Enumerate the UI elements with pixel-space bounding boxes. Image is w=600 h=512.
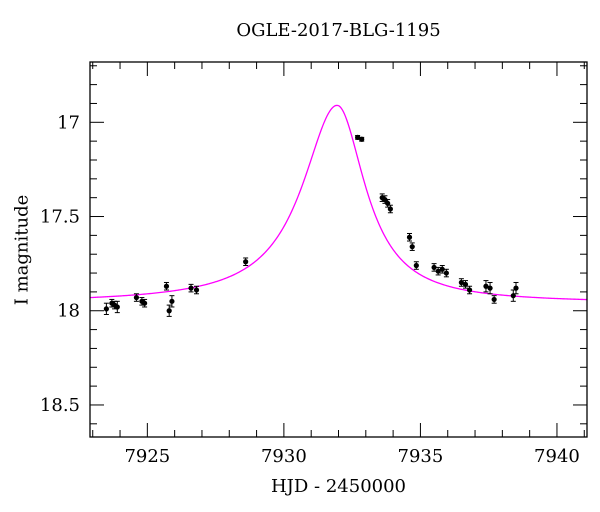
point-marker: [103, 306, 109, 312]
model-curve: [89, 104, 588, 301]
point-marker: [487, 285, 493, 291]
point-marker: [431, 264, 437, 271]
point-marker: [163, 283, 170, 289]
data-point: [491, 295, 497, 304]
data-point: [413, 261, 419, 270]
data-point: [513, 281, 519, 295]
point-marker: [382, 196, 388, 203]
point-marker: [483, 283, 489, 289]
data-point: [169, 295, 175, 308]
point-marker: [142, 300, 148, 306]
point-marker: [435, 268, 441, 274]
data-point: [109, 298, 115, 308]
y-tick-label: 17.5: [40, 207, 80, 228]
data-point: [409, 242, 415, 251]
data-point: [193, 285, 200, 295]
data-point: [166, 304, 172, 317]
point-marker: [166, 308, 172, 314]
x-tick-label: 7930: [261, 446, 307, 467]
data-point: [466, 285, 473, 295]
data-point: [142, 298, 148, 308]
data-point: [243, 257, 249, 267]
y-axis-label: I magnitude: [11, 194, 33, 306]
point-marker: [385, 200, 391, 206]
data-point: [406, 232, 413, 242]
axis-ticks: [90, 62, 587, 437]
point-marker: [133, 294, 140, 301]
data-point: [163, 281, 170, 291]
point-marker: [193, 287, 200, 293]
point-marker: [114, 304, 120, 310]
y-tick-label: 17: [57, 112, 80, 133]
point-marker: [359, 136, 365, 142]
data-point: [462, 280, 469, 289]
point-marker: [510, 293, 516, 299]
point-marker: [387, 206, 393, 212]
data-point: [435, 266, 441, 276]
chart-title: OGLE-2017-BLG-1195: [236, 20, 441, 41]
tick-labels: 7925 7930 7935 7940 17 17.5 18 18.5: [40, 112, 580, 467]
y-tick-label: 18: [57, 301, 80, 322]
y-tick-label: 18.5: [40, 395, 80, 416]
point-marker: [439, 266, 445, 272]
data-point: [133, 293, 140, 302]
point-marker: [462, 281, 469, 287]
x-tick-label: 7925: [124, 446, 170, 467]
data-points: [103, 134, 519, 317]
point-marker: [169, 298, 175, 304]
data-point: [385, 199, 391, 208]
data-point: [487, 281, 493, 295]
point-marker: [409, 244, 415, 250]
data-point: [483, 280, 489, 293]
point-marker: [458, 279, 464, 286]
point-marker: [443, 270, 449, 276]
point-marker: [513, 285, 519, 291]
data-point: [510, 289, 516, 302]
data-point: [443, 268, 449, 278]
data-point: [458, 278, 464, 287]
x-axis-label: HJD - 2450000: [270, 476, 407, 497]
x-tick-label: 7935: [398, 446, 444, 467]
point-marker: [413, 262, 419, 269]
point-marker: [406, 234, 413, 240]
plot-frame: [89, 61, 588, 438]
point-marker: [355, 134, 361, 140]
point-marker: [466, 287, 473, 293]
data-point: [103, 302, 109, 316]
data-point: [387, 204, 393, 214]
x-tick-label: 7940: [534, 446, 580, 467]
data-point: [188, 283, 194, 293]
data-point: [114, 300, 120, 314]
data-point: [359, 136, 365, 142]
point-marker: [243, 259, 249, 265]
point-marker: [188, 285, 194, 291]
data-point: [439, 265, 445, 274]
point-marker: [491, 296, 497, 303]
